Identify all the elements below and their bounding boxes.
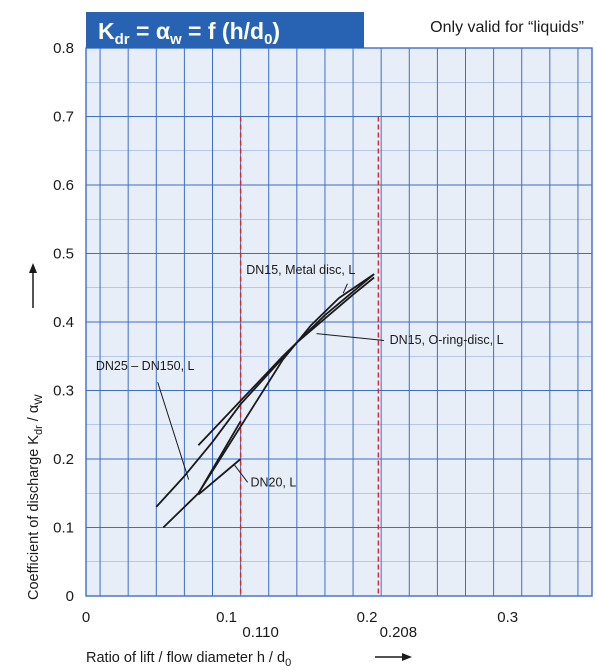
y-tick-label: 0.6 (53, 177, 74, 194)
series-line (197, 458, 242, 496)
series-line (155, 276, 375, 508)
annotation-label: DN20, L (250, 475, 296, 489)
series-line (162, 420, 242, 529)
y-tick-label: 0.2 (53, 451, 74, 468)
annotation-leader (233, 463, 249, 483)
y-tick-label: 0.3 (53, 383, 74, 400)
title-eq2: = f (h/d (182, 18, 264, 44)
y-tick-label: 0.8 (53, 40, 74, 57)
y-axis-sub1: dr (33, 425, 45, 435)
y-axis-mid: / α (26, 405, 42, 425)
y-tick-label: 0.5 (53, 246, 74, 263)
ref-line-label: 0.110 (242, 624, 278, 641)
title-k: K (98, 18, 115, 44)
annotations: DN15, Metal disc, L DN15, O-ring-disc, L D… (96, 263, 504, 489)
y-tick-label: 0.1 (53, 520, 74, 537)
title-close: ) (272, 18, 280, 44)
annotation-label: DN15, Metal disc, L (246, 263, 355, 277)
annotation-leader (157, 382, 190, 480)
x-tick-label: 0.3 (497, 609, 518, 626)
y-tick-label: 0.7 (53, 109, 74, 126)
title-alpha-sub: w (169, 31, 182, 48)
y-axis-label: Coefficient of discharge Kdr / αW (26, 263, 45, 600)
title-box (86, 12, 364, 48)
x-axis-text: Ratio of lift / flow diameter h / d (86, 650, 285, 666)
validity-note: Only valid for “liquids” (430, 19, 584, 36)
y-tick-label: 0.4 (53, 314, 74, 331)
x-tick-label: 0 (82, 609, 90, 626)
annotation-label: DN25 – DN150, L (96, 359, 195, 373)
x-axis-title: Ratio of lift / flow diameter h / d0 (86, 650, 291, 669)
y-axis-text: Coefficient of discharge K (26, 435, 42, 600)
y-axis-arrow-head (29, 263, 37, 273)
x-axis-arrow-head (402, 653, 412, 661)
title-d-sub: 0 (264, 31, 272, 48)
title-k-sub: dr (115, 31, 130, 48)
ref-line-label: 0.208 (380, 624, 418, 641)
series-group (155, 273, 375, 529)
annotation-leader (342, 283, 348, 294)
annotation-label: DN15, O-ring-disc, L (390, 333, 504, 347)
y-axis-sub2: W (33, 394, 45, 405)
x-tick-label: 0.1 (216, 609, 237, 626)
y-axis-title: Coefficient of discharge Kdr / αW (26, 394, 45, 600)
chart-title: Kdr = αw = f (h/d0) (98, 18, 280, 48)
title-eq1: = (130, 18, 156, 44)
title-alpha: α (156, 18, 170, 44)
series-line (197, 273, 375, 494)
x-axis-sub: 0 (285, 657, 291, 669)
annotation-leader (316, 333, 385, 341)
y-tick-label: 0 (66, 588, 74, 605)
tick-labels: 0 0.1 0.2 0.3 0.4 0.5 0.6 0.7 0.8 0 0.1 0.2 0.3 0.110… (53, 40, 518, 641)
x-axis-label: Ratio of lift / flow diameter h / d0 (86, 650, 412, 669)
x-tick-label: 0.2 (357, 609, 378, 626)
series-line (197, 273, 375, 446)
